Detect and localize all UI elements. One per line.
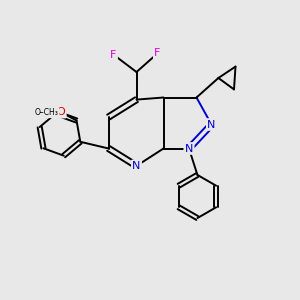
Text: N: N (207, 119, 216, 130)
Text: O–CH₃: O–CH₃ (34, 108, 58, 117)
Text: F: F (154, 48, 161, 59)
Text: F: F (110, 50, 117, 60)
Text: N: N (132, 161, 141, 171)
Text: O: O (57, 107, 65, 117)
Text: N: N (185, 143, 193, 154)
